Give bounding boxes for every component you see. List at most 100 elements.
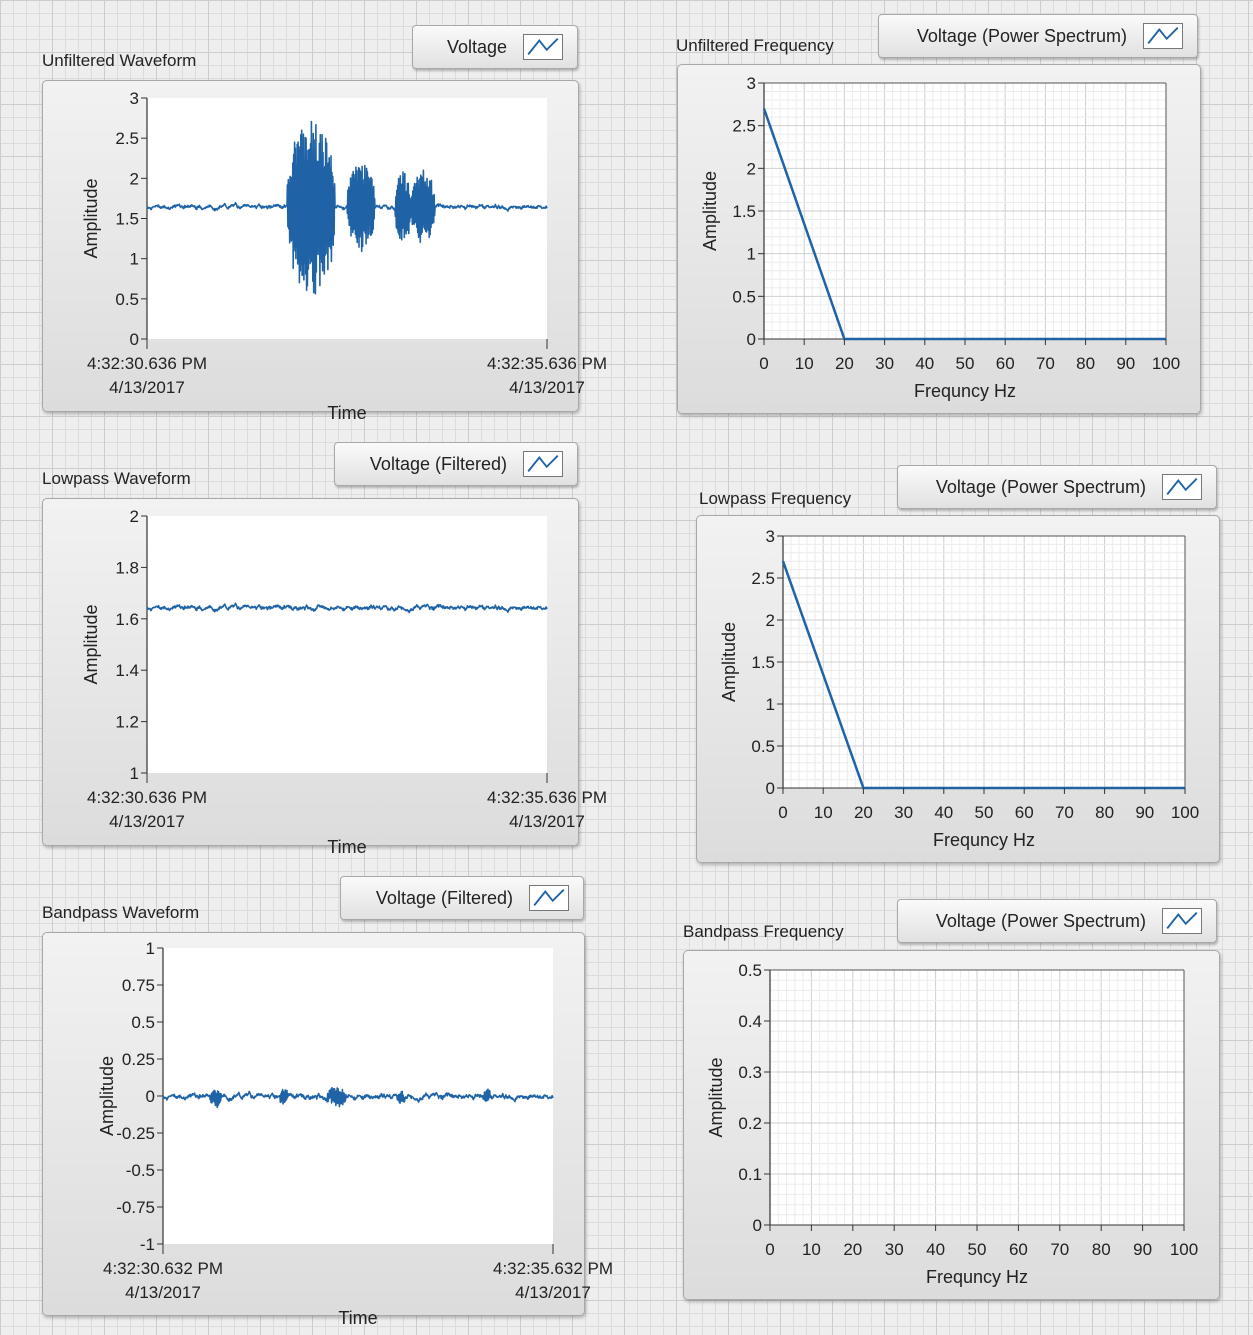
line-plot-icon bbox=[1143, 23, 1183, 49]
waveform-line bbox=[146, 120, 548, 295]
x-tick-end-date: 4/13/2017 bbox=[509, 812, 585, 831]
x-tick-label: 50 bbox=[968, 1240, 987, 1259]
bandpass-waveform-title: Bandpass Waveform bbox=[42, 903, 200, 922]
line-plot-icon bbox=[1162, 474, 1202, 500]
x-tick-label: 20 bbox=[843, 1240, 862, 1259]
x-tick-label: 40 bbox=[915, 354, 934, 373]
legend-label: Voltage (Power Spectrum) bbox=[935, 910, 1146, 931]
unfiltered-waveform-graph[interactable]: 0 0.5 1 1.5 2 2.5 3 Amplitude 4:32:30.636 PM 4/13… bbox=[42, 80, 607, 423]
x-tick-label: 30 bbox=[885, 1240, 904, 1259]
legend-label: Voltage (Filtered) bbox=[369, 453, 507, 474]
y-tick-label: 2.5 bbox=[751, 569, 775, 588]
x-axis-label: Frequncy Hz bbox=[914, 381, 1016, 401]
x-tick-label: 100 bbox=[1170, 1240, 1198, 1259]
y-tick-label: 2 bbox=[130, 169, 139, 188]
x-tick-label: 30 bbox=[894, 803, 913, 822]
x-tick-label: 60 bbox=[1009, 1240, 1028, 1259]
x-tick-label: 30 bbox=[875, 354, 894, 373]
y-tick-label: 1 bbox=[146, 939, 155, 958]
x-tick-start-time: 4:32:30.632 PM bbox=[103, 1259, 223, 1278]
y-tick-label: 0 bbox=[747, 330, 756, 349]
bandpass-waveform-graph[interactable]: -1 -0.75 -0.5 -0.25 0 0.25 0.5 0.75 1 Amplitude 4:… bbox=[42, 932, 613, 1328]
x-tick-label: 10 bbox=[814, 803, 833, 822]
y-tick-label: 0.5 bbox=[131, 1013, 155, 1032]
x-axis-label: Time bbox=[338, 1308, 377, 1328]
y-tick-label: 2.5 bbox=[115, 129, 139, 148]
line-plot-icon bbox=[529, 885, 569, 911]
x-tick-label: 90 bbox=[1133, 1240, 1152, 1259]
y-tick-label: 0.75 bbox=[122, 976, 155, 995]
plot-grid bbox=[769, 969, 1185, 1226]
y-tick-label: 1.5 bbox=[115, 210, 139, 229]
x-axis-label: Frequncy Hz bbox=[933, 830, 1035, 850]
trace bbox=[146, 120, 548, 295]
y-tick-label: -0.75 bbox=[116, 1198, 155, 1217]
bandpass-frequency-legend[interactable]: Voltage (Power Spectrum) bbox=[897, 899, 1217, 943]
unfiltered-waveform-plot: 0 0.5 1 1.5 2 2.5 3 Amplitude 4:32:30.636 PM 4/13… bbox=[81, 89, 607, 423]
y-tick-label: 2.5 bbox=[732, 117, 756, 136]
lowpass-frequency-graph[interactable]: 0 0.5 1 1.5 2 2.5 3 Amplitude 0 10 20 30 40 50 60 70 80 9… bbox=[696, 515, 1220, 863]
line-plot-icon bbox=[523, 34, 563, 60]
y-tick-label: 0 bbox=[766, 779, 775, 798]
lowpass-frequency-title: Lowpass Frequency bbox=[699, 489, 852, 508]
bandpass-waveform-plot: -1 -0.75 -0.5 -0.25 0 0.25 0.5 0.75 1 Amplitude 4:… bbox=[97, 939, 613, 1328]
y-tick-label: 3 bbox=[130, 89, 139, 108]
y-tick-label: 1 bbox=[130, 250, 139, 269]
x-tick-start-date: 4/13/2017 bbox=[109, 378, 185, 397]
x-tick-end-date: 4/13/2017 bbox=[515, 1283, 591, 1302]
x-tick-start-time: 4:32:30.636 PM bbox=[87, 788, 207, 807]
x-tick-label: 90 bbox=[1135, 803, 1154, 822]
unfiltered-frequency-title: Unfiltered Frequency bbox=[676, 36, 834, 55]
x-tick-label: 0 bbox=[759, 354, 768, 373]
bandpass-waveform-legend[interactable]: Voltage (Filtered) bbox=[340, 876, 584, 920]
unfiltered-waveform-legend[interactable]: Voltage bbox=[412, 25, 578, 69]
y-tick-label: 0.3 bbox=[738, 1063, 762, 1082]
x-tick-label: 20 bbox=[835, 354, 854, 373]
y-axis-label: Amplitude bbox=[706, 1057, 726, 1137]
unfiltered-frequency-legend[interactable]: Voltage (Power Spectrum) bbox=[878, 14, 1198, 58]
y-tick-label: 0.5 bbox=[732, 287, 756, 306]
y-tick-label: -0.5 bbox=[126, 1161, 155, 1180]
x-tick-label: 40 bbox=[926, 1240, 945, 1259]
x-tick-end-time: 4:32:35.632 PM bbox=[493, 1259, 613, 1278]
bandpass-frequency-plot: 0 0.1 0.2 0.3 0.4 0.5 Amplitude 0 10 20 30 40 50 60 70… bbox=[706, 961, 1198, 1287]
x-tick-start-time: 4:32:30.636 PM bbox=[87, 354, 207, 373]
y-tick-label: 0.5 bbox=[115, 290, 139, 309]
y-axis-label: Amplitude bbox=[719, 622, 739, 702]
y-tick-label: 2 bbox=[747, 159, 756, 178]
x-tick-start-date: 4/13/2017 bbox=[109, 812, 185, 831]
y-tick-label: 0.2 bbox=[738, 1114, 762, 1133]
x-tick-label: 90 bbox=[1116, 354, 1135, 373]
x-tick-label: 70 bbox=[1036, 354, 1055, 373]
unfiltered-waveform-title: Unfiltered Waveform bbox=[42, 51, 197, 70]
x-tick-label: 60 bbox=[1015, 803, 1034, 822]
y-tick-label: 2 bbox=[766, 611, 775, 630]
line-plot-icon bbox=[523, 451, 563, 477]
y-tick-label: 0 bbox=[130, 330, 139, 349]
trace bbox=[146, 602, 548, 614]
y-tick-label: 1.6 bbox=[115, 610, 139, 629]
line-plot-icon bbox=[1162, 908, 1202, 934]
y-axis-label: Amplitude bbox=[700, 171, 720, 251]
legend-label: Voltage (Power Spectrum) bbox=[935, 476, 1146, 497]
y-tick-label: 0.4 bbox=[738, 1012, 762, 1031]
y-tick-label: 1.5 bbox=[751, 653, 775, 672]
y-tick-label: 1 bbox=[766, 695, 775, 714]
lowpass-waveform-legend[interactable]: Voltage (Filtered) bbox=[334, 442, 578, 486]
y-tick-label: -1 bbox=[140, 1235, 155, 1254]
plot-area bbox=[147, 98, 547, 339]
lowpass-frequency-legend[interactable]: Voltage (Power Spectrum) bbox=[897, 465, 1217, 509]
lowpass-waveform-graph[interactable]: 1 1.2 1.4 1.6 1.8 2 Amplitude 4:32:30.636 PM 4/1… bbox=[42, 498, 607, 857]
lowpass-waveform-plot: 1 1.2 1.4 1.6 1.8 2 Amplitude 4:32:30.636 PM 4/1… bbox=[81, 507, 607, 857]
x-axis-label: Time bbox=[327, 403, 366, 423]
y-tick-label: 1.4 bbox=[115, 661, 139, 680]
x-axis-label: Frequncy Hz bbox=[926, 1267, 1028, 1287]
x-tick-label: 0 bbox=[765, 1240, 774, 1259]
waveform-line bbox=[146, 602, 548, 614]
x-tick-label: 80 bbox=[1095, 803, 1114, 822]
bandpass-frequency-title: Bandpass Frequency bbox=[683, 922, 844, 941]
unfiltered-frequency-graph[interactable]: 0 0.5 1 1.5 2 2.5 3 Amplitude 0 10 20 30 40 50 60 70 80 9… bbox=[677, 64, 1201, 414]
y-tick-label: 2 bbox=[130, 507, 139, 526]
bandpass-frequency-graph[interactable]: 0 0.1 0.2 0.3 0.4 0.5 Amplitude 0 10 20 30 40 50 60 70… bbox=[683, 950, 1220, 1300]
lowpass-frequency-plot: 0 0.5 1 1.5 2 2.5 3 Amplitude 0 10 20 30 40 50 60 70 80 9… bbox=[719, 527, 1199, 850]
